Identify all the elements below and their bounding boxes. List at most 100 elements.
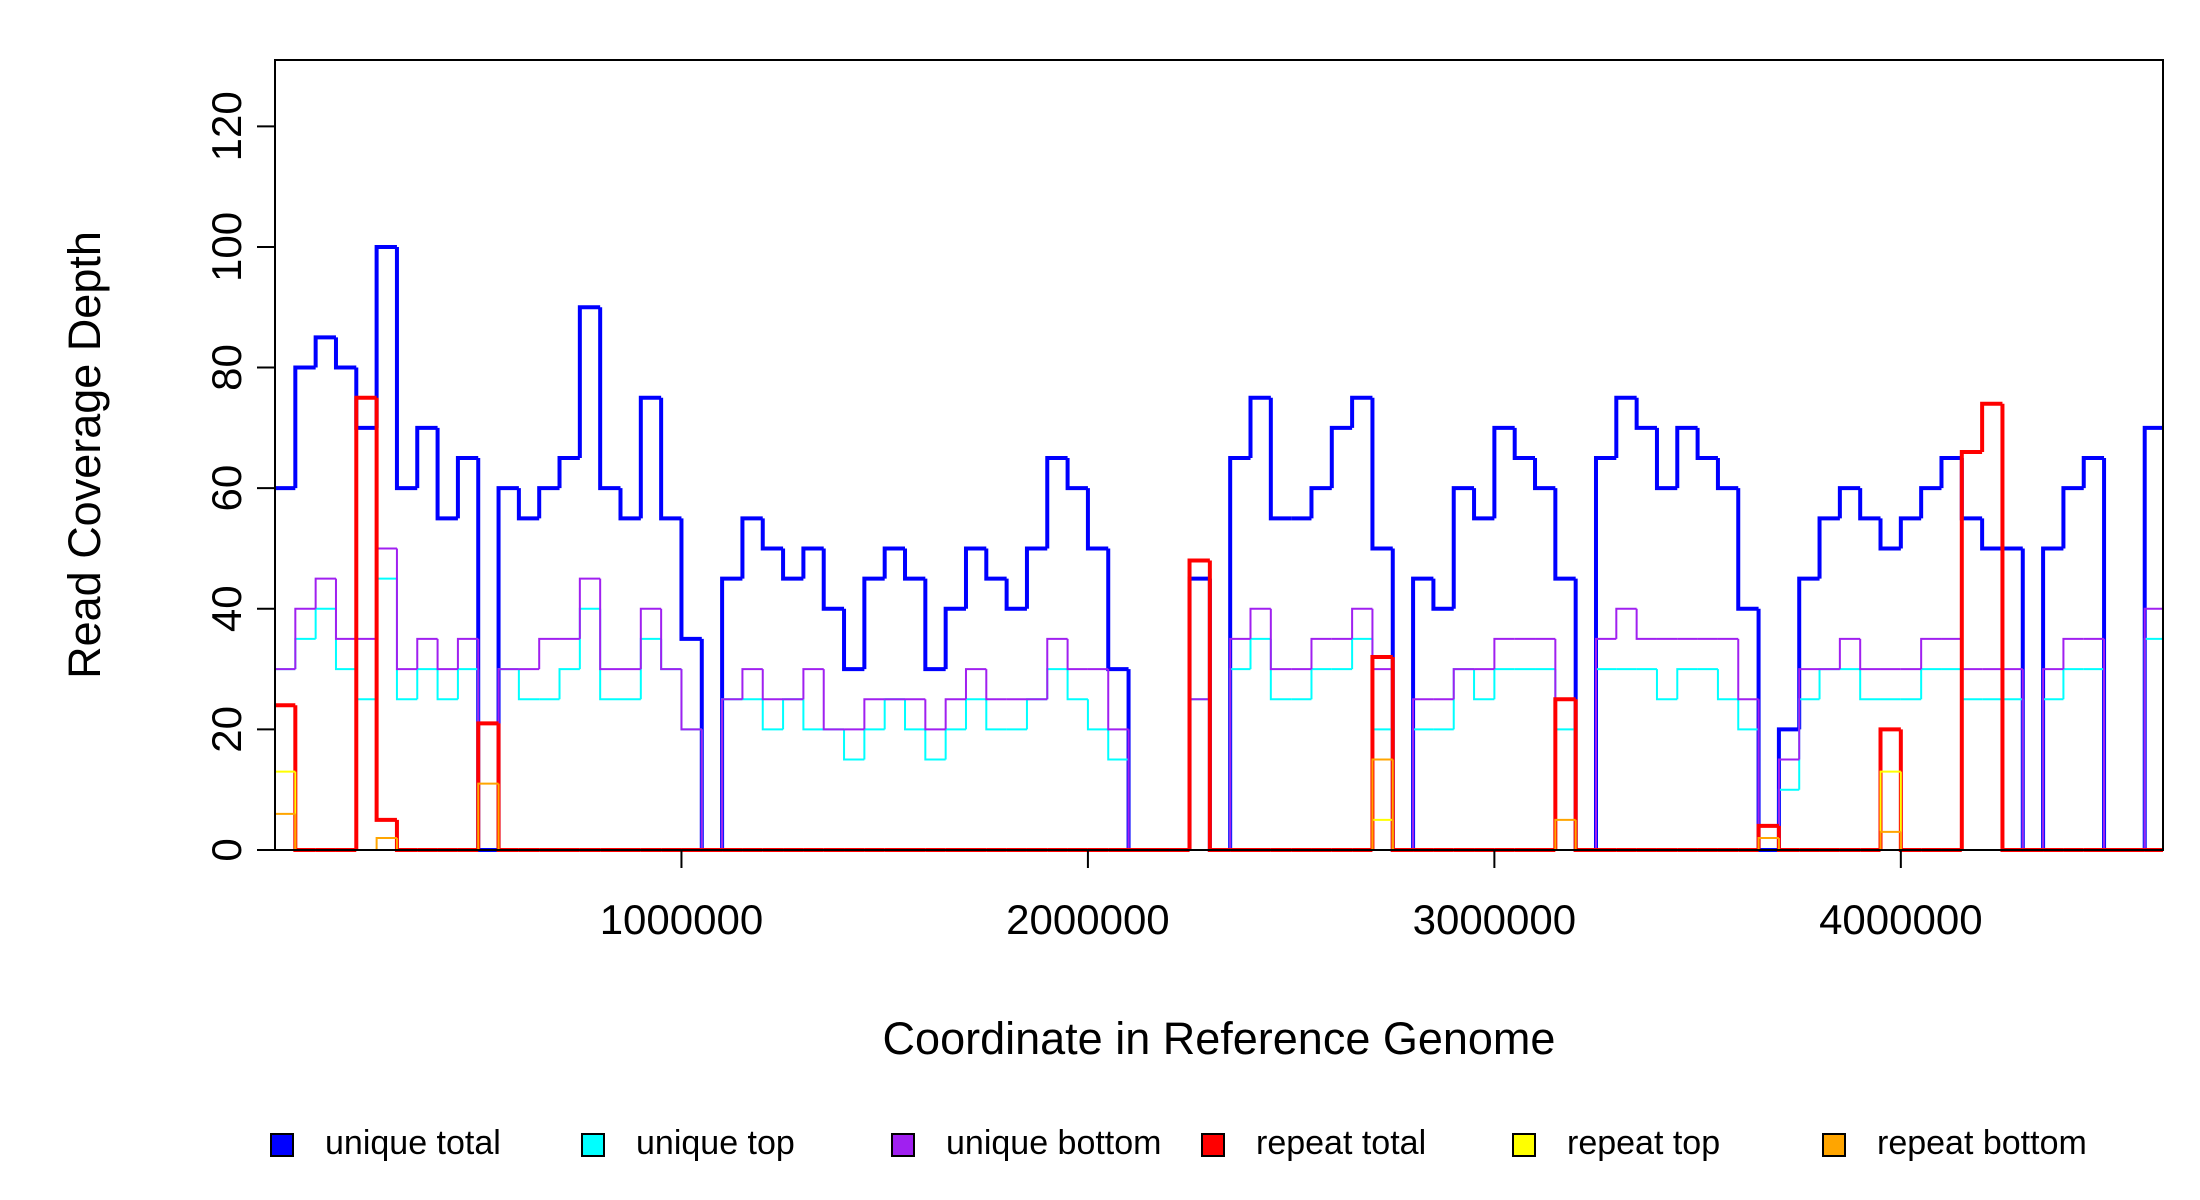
step-segment: [416, 637, 438, 670]
step-segment: [1919, 486, 1942, 519]
step-segment: [1939, 456, 1962, 489]
step-segment: [1554, 818, 1576, 850]
step-segment: [1086, 699, 1109, 731]
step-segment: [1309, 486, 1332, 519]
step-segment: [2021, 669, 2044, 851]
legend-label: unique top: [636, 1124, 795, 1162]
step-segment: [2021, 699, 2044, 851]
step-segment: [1492, 425, 1515, 519]
step-segment: [842, 608, 865, 672]
step-segment: [1737, 699, 1759, 731]
step-segment: [700, 729, 723, 851]
step-segment: [1695, 427, 1718, 461]
step-segment: [538, 637, 560, 670]
step-segment: [923, 578, 946, 672]
step-segment: [2103, 638, 2125, 851]
step-segment: [964, 698, 987, 730]
step-segment: [1431, 578, 1454, 611]
step-segment: [394, 246, 418, 491]
step-segment: [477, 782, 499, 850]
step-segment: [1370, 397, 1393, 551]
step-segment: [293, 705, 316, 852]
step-segment: [1960, 638, 1983, 671]
step-segment: [1898, 729, 1922, 852]
step-segment: [1025, 698, 1048, 730]
step-segment: [476, 721, 499, 850]
step-segment: [1188, 698, 1210, 850]
step-segment: [1412, 698, 1434, 850]
step-segment: [741, 668, 763, 700]
step-segment: [497, 668, 519, 850]
step-segment: [1756, 608, 1779, 852]
step-segment: [375, 836, 397, 850]
step-segment: [1716, 669, 1739, 701]
step-segment: [1960, 669, 1983, 701]
step-segment: [456, 668, 479, 700]
step-segment: [1045, 456, 1068, 549]
step-segment: [659, 397, 682, 521]
step-segment: [1512, 427, 1536, 461]
step-segment: [2020, 548, 2044, 852]
step-segment: [903, 548, 926, 581]
step-segment: [1573, 578, 1596, 852]
step-segment: [1452, 668, 1475, 700]
step-segment: [496, 723, 519, 852]
step-segment: [2102, 458, 2125, 852]
step-segment: [943, 606, 966, 670]
plot-frame: [274, 59, 2164, 851]
step-segment: [1634, 397, 1657, 430]
step-segment: [944, 728, 966, 760]
step-segment: [455, 456, 479, 519]
step-segment: [740, 516, 763, 579]
step-segment: [1207, 560, 1231, 852]
step-segment: [2103, 669, 2125, 851]
step-segment: [760, 518, 784, 551]
legend-label: repeat top: [1567, 1124, 1720, 1162]
step-segment: [1493, 668, 1515, 700]
step-segment: [375, 547, 397, 639]
step-segment: [618, 488, 641, 521]
step-segment: [517, 669, 540, 701]
step-segment: [314, 577, 336, 609]
step-segment: [1776, 825, 1800, 852]
step-segment: [1207, 578, 1231, 852]
legend-swatch: [891, 1133, 915, 1157]
step-segment: [1107, 729, 1129, 761]
step-segment: [598, 307, 621, 491]
step-segment: [984, 548, 1007, 581]
step-segment: [1858, 488, 1881, 521]
step-segment: [1310, 637, 1332, 670]
step-segment: [1574, 729, 1596, 851]
step-segment: [700, 729, 723, 851]
step-segment: [1391, 669, 1414, 851]
step-segment: [680, 669, 702, 731]
y-tick-label: 120: [203, 91, 250, 161]
step-segment: [924, 729, 946, 761]
step-segment: [355, 669, 377, 701]
x-tick-label: 4000000: [1819, 896, 1983, 943]
step-segment: [599, 608, 621, 701]
step-segment: [374, 244, 397, 428]
step-segment: [436, 669, 458, 701]
step-segment: [843, 729, 865, 761]
step-segment: [924, 699, 946, 731]
step-segment: [435, 427, 458, 521]
step-segment: [577, 305, 601, 459]
step-segment: [1249, 607, 1271, 639]
step-segment: [374, 397, 397, 822]
step-segment: [313, 335, 336, 368]
step-segment: [1980, 401, 2003, 452]
legend-label: repeat bottom: [1877, 1124, 2087, 1162]
step-segment: [1553, 488, 1576, 581]
step-segment: [1757, 729, 1779, 851]
step-segment: [1411, 576, 1434, 850]
step-segment: [1451, 486, 1475, 609]
step-segment: [1228, 456, 1251, 850]
step-segment: [1655, 669, 1678, 701]
step-segment: [1757, 836, 1779, 850]
step-segment: [456, 637, 479, 670]
step-segment: [802, 699, 824, 731]
step-segment: [2143, 607, 2163, 850]
step-segment: [1594, 668, 1617, 850]
step-segment: [639, 607, 662, 670]
